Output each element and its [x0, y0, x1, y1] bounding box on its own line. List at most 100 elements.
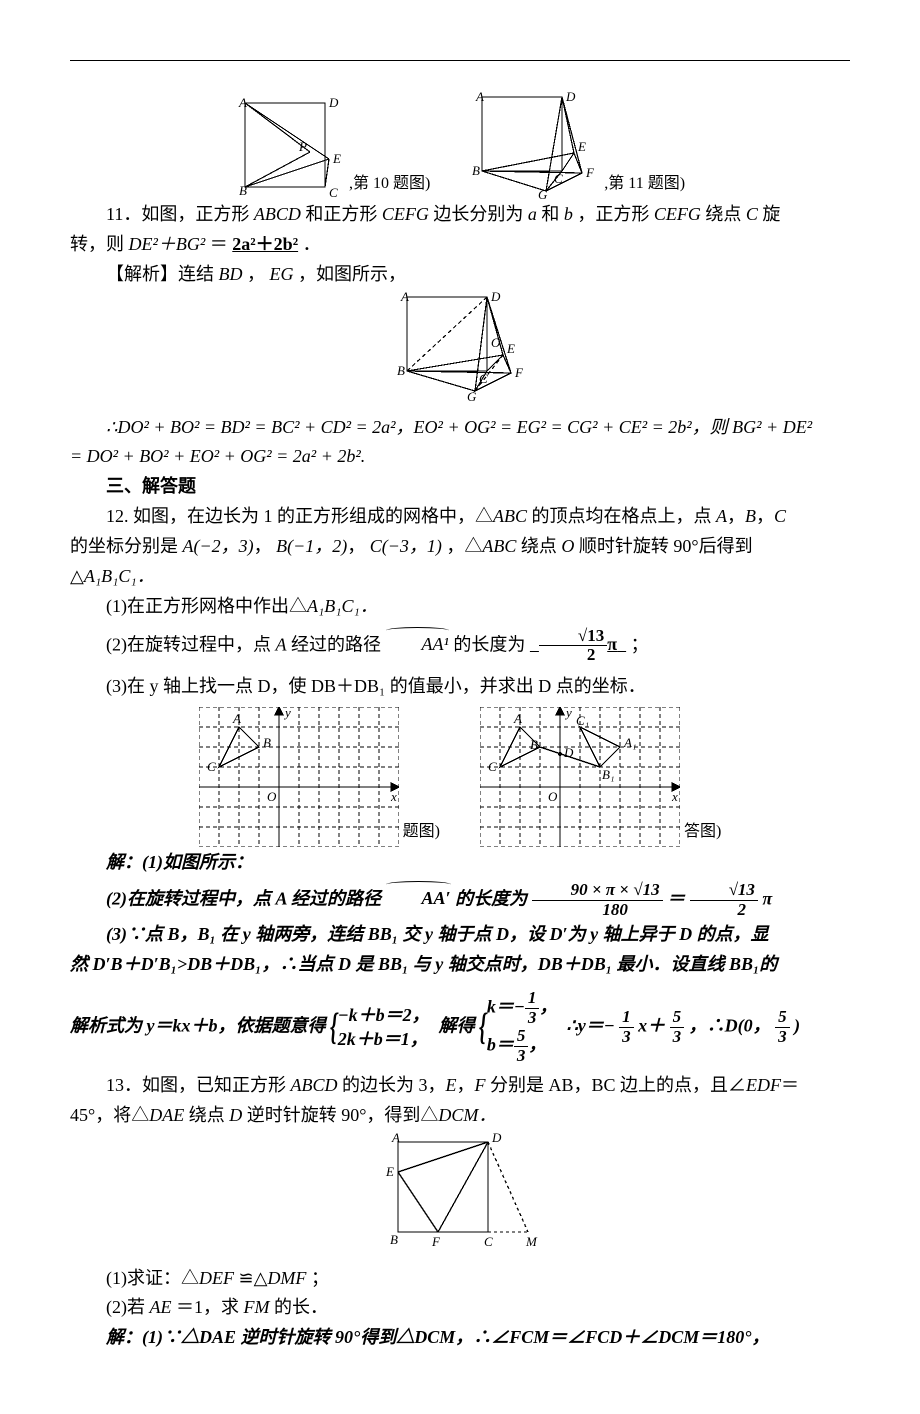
text: (1)求证：△: [106, 1268, 199, 1288]
a12-line3b: 然 D′B＋D′B₁>DB＋DB₁，∴当点 D 是 BB₁ 与 y 轴交点时，D…: [70, 951, 850, 979]
text: DE²＋BG²: [129, 234, 206, 254]
text: ≌△: [239, 1268, 268, 1288]
text: A(−2，3): [183, 536, 254, 556]
text: EDF: [746, 1075, 781, 1095]
svg-text:O: O: [267, 789, 277, 804]
svg-text:B: B: [472, 163, 480, 178]
svg-text:F: F: [431, 1234, 441, 1249]
svg-text:D: D: [491, 1132, 502, 1145]
figure-11-caption: ,第 11 题图): [604, 172, 685, 199]
text: 分别是 AB，BC 边上的点，且∠: [490, 1075, 746, 1095]
text: 绕点: [705, 204, 746, 224]
text: ，如图所示，: [298, 264, 406, 284]
arc-label: AA′: [386, 882, 451, 913]
svg-text:A: A: [391, 1132, 400, 1145]
svg-text:x: x: [390, 789, 397, 804]
grid-right-svg: ABC Oxy C₁A₁B₁ D: [480, 707, 680, 847]
text: 【解析】连结: [106, 264, 219, 284]
grid-left: ABC Oxy 题图): [199, 707, 440, 847]
text: 解析式为 y＝kx＋b，依据题意得: [70, 1016, 326, 1036]
svg-text:A: A: [513, 711, 522, 726]
text: DCM．: [438, 1105, 496, 1125]
svg-text:A: A: [400, 291, 409, 304]
text: π: [762, 888, 772, 908]
fraction: 13: [619, 1008, 634, 1046]
text: B(−1，2): [276, 536, 347, 556]
q12-part2-answer: √132π: [530, 634, 626, 654]
page-top-rule: [70, 60, 850, 61]
svg-text:E: E: [577, 139, 586, 154]
a12-line3a: (3)∵点 B，B₁ 在 y 轴两旁，连结 BB₁ 交 y 轴于点 D，设 D′…: [70, 921, 850, 949]
svg-text:C₁: C₁: [576, 713, 589, 728]
text: 和: [541, 204, 564, 224]
text: ，△: [446, 536, 482, 556]
text: 经过的路径: [291, 634, 381, 654]
text: B: [745, 506, 756, 526]
text: ＝: [210, 234, 228, 254]
svg-text:C: C: [207, 759, 216, 774]
q12-part2: (2)在旋转过程中，点 A 经过的路径 AA¹ 的长度为 √132π ；: [70, 627, 850, 665]
text: ，∴D(0，: [689, 1016, 771, 1036]
svg-text:C: C: [329, 185, 338, 199]
q13-part2: (2)若 AE ＝1，求 FM 的长．: [70, 1294, 850, 1322]
text: ∴y＝−: [566, 1016, 614, 1036]
svg-text:D: D: [563, 745, 574, 760]
text: CEFG: [382, 204, 429, 224]
svg-text:A: A: [238, 97, 247, 110]
text: 逆时针旋转 90°，得到△: [247, 1105, 439, 1125]
svg-text:F: F: [585, 165, 595, 180]
q11-line1: 11．如图，正方形 ABCD 和正方形 CEFG 边长分别为 a 和 b ，正方…: [70, 201, 850, 229]
text: A₁B₁C₁．: [307, 596, 378, 616]
text: 和正方形: [305, 204, 382, 224]
svg-text:M: M: [525, 1234, 538, 1249]
text: 转，则: [70, 234, 129, 254]
q12-part1: (1)在正方形网格中作出△A₁B₁C₁．: [70, 593, 850, 621]
text: ＝: [667, 888, 685, 908]
text: b: [564, 204, 573, 224]
section-3-heading: 三、解答题: [70, 473, 850, 501]
figure-11-svg: AD BC EF G: [470, 91, 600, 199]
fraction: 53: [670, 1008, 685, 1046]
text: O: [561, 536, 574, 556]
text: BD: [219, 264, 243, 284]
svg-text:E: E: [385, 1164, 394, 1179]
q12-part3: (3)在 y 轴上找一点 D，使 DB＋DB₁ 的值最小，并求出 D 点的坐标．: [70, 673, 850, 701]
svg-text:O: O: [491, 335, 501, 350]
text: C: [774, 506, 786, 526]
a12-line2: (2)在旋转过程中，点 A 经过的路径 AA′ 的长度为 90 × π × √1…: [70, 881, 850, 919]
q12-line2: 的坐标分别是 A(−2，3)， B(−1，2)， C(−3，1) ，△ABC 绕…: [70, 533, 850, 561]
text: ABC: [493, 506, 527, 526]
text: 解得: [439, 1016, 475, 1036]
text: F: [475, 1075, 486, 1095]
svg-text:B: B: [397, 363, 405, 378]
svg-text:G: G: [467, 389, 477, 403]
figure-10-caption: ,第 10 题图): [349, 172, 430, 199]
grid-left-caption: 题图): [403, 820, 440, 847]
svg-text:y: y: [564, 707, 572, 720]
text: 的长．: [274, 1297, 328, 1317]
sol11-eq-line1: ∴DO² + BO² = BD² = BC² + CD² = 2a²，EO² +…: [70, 414, 850, 442]
q11-answer: 2a²＋2b²: [232, 234, 298, 254]
figure-10-svg: AD BC EP: [235, 97, 345, 199]
svg-text:E: E: [506, 341, 515, 356]
svg-text:A: A: [232, 711, 241, 726]
fraction: 90 × π × √13180: [532, 881, 663, 919]
text: 绕点: [521, 536, 562, 556]
svg-text:B: B: [263, 735, 271, 750]
text: 绕点: [189, 1105, 230, 1125]
text: 旋: [762, 204, 780, 224]
text: D: [229, 1105, 242, 1125]
text: A: [716, 506, 727, 526]
text: ；: [631, 634, 649, 654]
text: 顺时针旋转 90°后得到: [579, 536, 753, 556]
svg-text:C: C: [488, 759, 497, 774]
text: C: [746, 204, 758, 224]
text: A: [276, 634, 287, 654]
svg-text:x: x: [671, 789, 678, 804]
svg-text:B₁: B₁: [602, 767, 614, 782]
figure-10: AD BC EP ,第 10 题图): [235, 91, 430, 199]
q13-solution: 解：(1)∵△DAE 逆时针旋转 90°得到△DCM，∴∠FCM＝∠FCD＋∠D…: [70, 1324, 850, 1352]
text: 13．如图，已知正方形: [106, 1075, 291, 1095]
text: 的长度为: [455, 888, 527, 908]
grid-right-caption: 答图): [684, 820, 721, 847]
